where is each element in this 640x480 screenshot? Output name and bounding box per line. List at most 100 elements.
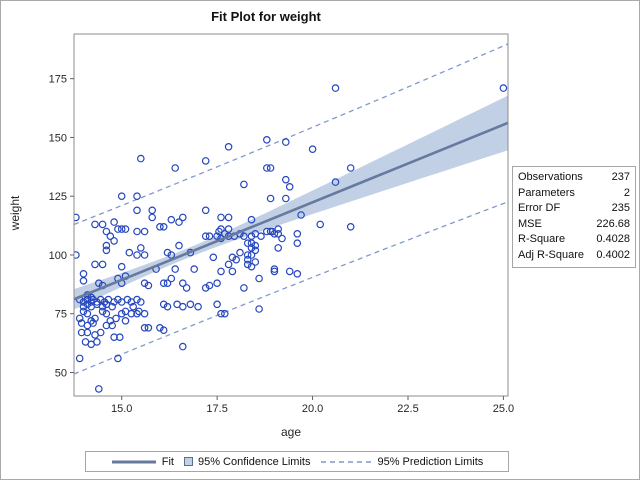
data-point-marker: [102, 321, 111, 330]
data-point-marker: [116, 333, 124, 342]
data-point-marker: [293, 239, 302, 248]
data-point-marker: [262, 227, 271, 236]
data-point-marker: [125, 248, 134, 257]
prediction-line-sample-icon: [321, 460, 372, 463]
data-point-marker: [87, 316, 96, 325]
data-point-marker: [87, 293, 96, 302]
data-point-marker: [179, 213, 187, 222]
data-point-marker: [308, 145, 317, 154]
data-point-marker: [224, 225, 233, 233]
stats-row: Observations 237: [518, 170, 630, 186]
confidence-band-swatch-icon: [183, 457, 193, 466]
data-point-marker: [144, 281, 153, 290]
data-point-marker: [270, 230, 279, 238]
data-point-marker: [224, 143, 233, 151]
data-point-marker: [346, 164, 355, 172]
data-point-marker: [98, 302, 107, 311]
data-point-marker: [156, 323, 164, 332]
data-point-marker: [274, 225, 283, 233]
data-point-marker: [228, 267, 237, 276]
data-point-marker: [346, 223, 355, 231]
data-point-marker: [74, 251, 80, 259]
data-point-marker: [121, 225, 130, 233]
data-point-marker: [221, 309, 229, 318]
data-point-marker: [75, 314, 84, 323]
stats-value: 0.4002: [596, 248, 630, 261]
stats-value: 237: [611, 171, 630, 183]
data-point-marker: [247, 262, 256, 271]
x-axis-label: age: [280, 425, 302, 439]
data-point-marker: [274, 244, 283, 252]
data-point-marker: [117, 225, 126, 233]
data-point-marker: [117, 309, 126, 318]
legend-item-fit: Fit: [111, 456, 174, 468]
data-point-marker: [89, 319, 97, 327]
stats-value: 2: [623, 186, 630, 199]
data-point-marker: [159, 300, 168, 309]
stats-value: 0.4028: [596, 233, 630, 246]
scatter-points: [74, 84, 508, 393]
data-point-marker: [89, 295, 97, 304]
fit-line-sample-icon: [111, 460, 156, 463]
data-point-marker: [79, 269, 88, 278]
data-point-marker: [251, 246, 260, 255]
data-point-marker: [499, 84, 508, 92]
legend-pi-label: 95% Prediction Limits: [377, 455, 484, 468]
stats-label: Error DF: [518, 202, 561, 215]
data-point-marker: [108, 302, 117, 311]
data-point-marker: [270, 267, 279, 276]
data-point-marker: [91, 220, 99, 229]
data-point-marker: [140, 309, 149, 318]
data-point-marker: [156, 223, 164, 231]
data-point-marker: [112, 314, 120, 323]
data-point-marker: [79, 298, 88, 306]
data-point-marker: [297, 211, 305, 219]
lower-prediction-limit-line: [74, 201, 508, 375]
data-point-marker: [98, 307, 107, 316]
data-point-marker: [262, 164, 271, 172]
data-point-marker: [133, 206, 141, 215]
data-point-marker: [243, 255, 252, 264]
data-point-marker: [110, 298, 118, 306]
legend-fit-label: Fit: [161, 455, 174, 468]
data-point-marker: [217, 267, 225, 276]
data-point-marker: [186, 300, 195, 309]
data-point-marker: [293, 230, 302, 238]
data-point-marker: [179, 279, 187, 288]
data-point-marker: [274, 230, 283, 238]
data-point-marker: [179, 342, 187, 351]
legend: Fit 95% Confidence Limits 95% Prediction…: [85, 451, 509, 472]
y-axis-tick-label: 150: [49, 132, 67, 144]
data-point-marker: [102, 227, 111, 236]
data-point-marker: [270, 265, 279, 273]
data-point-marker: [201, 284, 210, 292]
data-point-marker: [133, 192, 141, 201]
data-point-marker: [247, 251, 256, 259]
data-point-marker: [102, 309, 111, 318]
data-point-marker: [285, 267, 294, 276]
data-point-marker: [331, 178, 340, 186]
x-axis-tick-label: 17.5: [206, 403, 227, 415]
stats-label: R-Square: [518, 233, 566, 246]
data-point-marker: [91, 314, 99, 323]
data-point-marker: [159, 279, 168, 288]
data-point-marker: [243, 260, 252, 269]
x-axis-tick-label: 15.0: [111, 403, 132, 415]
data-point-marker: [316, 220, 325, 229]
data-point-marker: [190, 265, 199, 273]
data-point-marker: [83, 295, 92, 304]
data-point-marker: [240, 180, 248, 189]
data-point-marker: [96, 295, 105, 304]
data-point-marker: [114, 225, 122, 233]
data-point-marker: [201, 157, 210, 165]
data-point-marker: [247, 232, 256, 241]
data-point-marker: [96, 328, 105, 337]
data-point-marker: [266, 194, 275, 203]
data-point-marker: [121, 316, 130, 325]
data-point-marker: [110, 333, 118, 342]
data-point-marker: [213, 279, 221, 288]
y-axis-tick-label: 75: [55, 309, 67, 321]
data-point-marker: [217, 225, 225, 233]
stats-row: Parameters 2: [518, 186, 630, 202]
